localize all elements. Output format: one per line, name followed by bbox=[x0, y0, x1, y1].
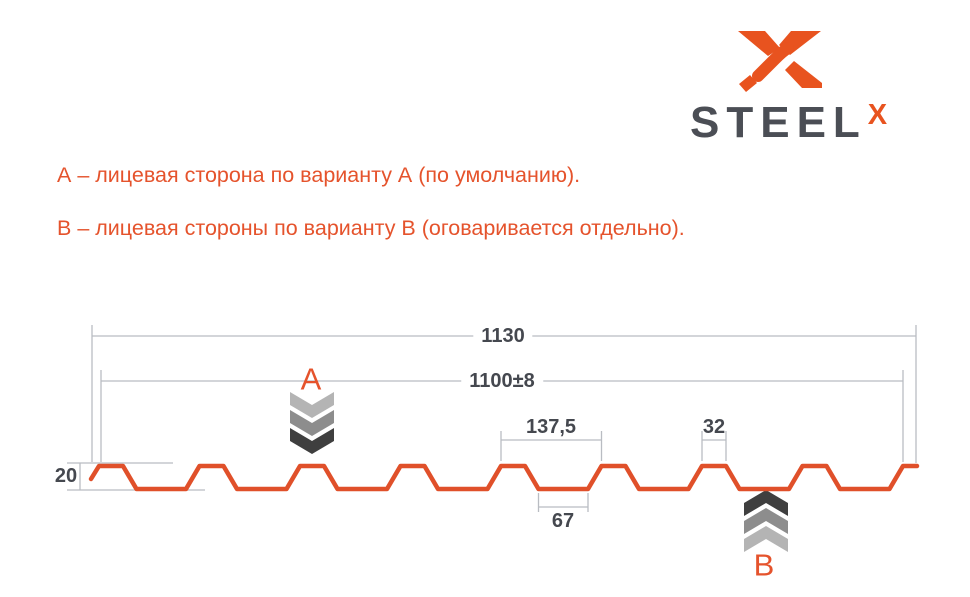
dim-label-rib-pitch: 137,5 bbox=[525, 416, 577, 438]
dim-label-profile-height: 20 bbox=[54, 465, 78, 487]
profile-outline bbox=[88, 463, 920, 492]
dim-label-rib-top-width: 32 bbox=[702, 416, 726, 438]
marker-label-b: B bbox=[753, 547, 775, 583]
chevron-marker-a bbox=[290, 392, 334, 454]
chevron-marker-b bbox=[744, 490, 788, 552]
note-line-variant-a: А – лицевая сторона по варианту А (по ум… bbox=[57, 163, 581, 187]
dimension-lines bbox=[67, 325, 917, 512]
note-line-variant-b: В – лицевая стороны по варианту В (огова… bbox=[57, 216, 685, 240]
logo-bottom-left-piece bbox=[739, 75, 757, 92]
brand-sup-x: X bbox=[867, 99, 888, 131]
dim-label-overall-width: 1130 bbox=[473, 326, 533, 346]
chevron-a-dark bbox=[290, 428, 334, 454]
logo-bottom-right-arm bbox=[785, 61, 822, 88]
chevron-a-light bbox=[290, 392, 334, 418]
chevron-b-dark bbox=[744, 490, 788, 516]
logo-center-s-stroke bbox=[752, 42, 794, 82]
brand-text: STEEL bbox=[690, 98, 867, 147]
marker-label-a: A bbox=[300, 361, 322, 397]
steelx-x-icon bbox=[738, 31, 822, 92]
chevron-b-light bbox=[744, 526, 788, 552]
brand-wordmark: STEELX bbox=[690, 101, 887, 145]
logo-top-left-arm bbox=[738, 31, 780, 56]
dim-label-working-width: 1100±8 bbox=[461, 371, 543, 391]
chevron-a-mid bbox=[290, 410, 334, 436]
dim-label-rib-bottom-width: 67 bbox=[551, 510, 575, 532]
chevron-b-mid bbox=[744, 508, 788, 534]
